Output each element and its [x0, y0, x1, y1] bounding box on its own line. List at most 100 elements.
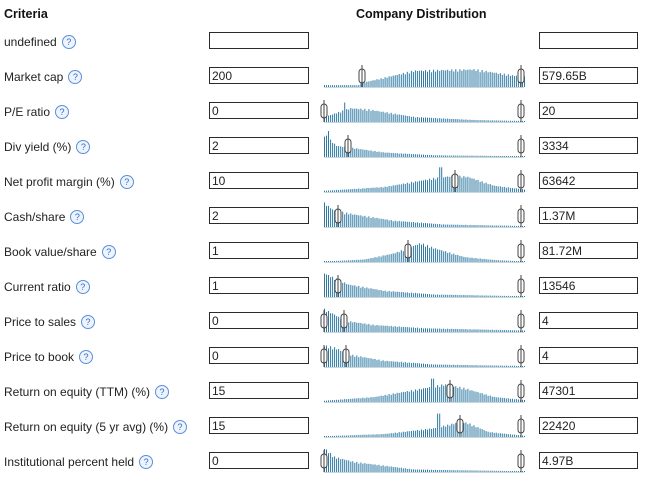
histogram-bar — [517, 365, 519, 367]
help-icon[interactable]: ? — [101, 245, 116, 259]
range-slider-handle[interactable] — [517, 450, 525, 472]
histogram-bar — [515, 156, 517, 157]
histogram-bar — [382, 111, 384, 122]
range-slider-handle[interactable] — [517, 240, 525, 262]
histogram-bar — [497, 330, 499, 332]
min-value-input[interactable] — [209, 382, 309, 399]
min-value-input[interactable] — [209, 277, 309, 294]
range-slider-handle[interactable] — [320, 345, 328, 367]
histogram-bar — [459, 155, 461, 157]
histogram-bar — [515, 75, 517, 87]
histogram-bar — [515, 399, 517, 402]
histogram-bar — [437, 385, 439, 402]
range-slider-handle[interactable] — [342, 345, 350, 367]
min-value-input[interactable] — [209, 32, 309, 49]
range-slider-handle[interactable] — [404, 240, 412, 262]
max-value-input[interactable] — [539, 207, 638, 224]
histogram-bar — [479, 225, 481, 227]
max-value-input[interactable] — [539, 102, 638, 119]
histogram-bar — [447, 155, 449, 157]
range-slider-handle[interactable] — [358, 65, 366, 87]
criteria-label: Current ratio — [4, 280, 71, 294]
range-slider-handle[interactable] — [517, 380, 525, 402]
max-value-input[interactable] — [539, 417, 638, 434]
histogram-bar — [451, 224, 453, 227]
histogram-bar — [370, 325, 372, 332]
range-slider-handle[interactable] — [451, 170, 459, 192]
min-value-input[interactable] — [209, 137, 309, 154]
min-value-input[interactable] — [209, 172, 309, 189]
range-slider-handle[interactable] — [517, 135, 525, 157]
max-value-input[interactable] — [539, 137, 638, 154]
range-slider-handle[interactable] — [517, 65, 525, 87]
histogram-bar — [433, 428, 435, 437]
histogram-bar — [493, 72, 495, 87]
histogram-bar — [332, 457, 334, 472]
range-slider-handle[interactable] — [320, 450, 328, 472]
histogram-bar — [509, 471, 511, 472]
range-slider-handle[interactable] — [517, 205, 525, 227]
histogram-bar — [412, 245, 414, 262]
help-icon[interactable]: ? — [55, 105, 70, 119]
range-slider-handle[interactable] — [517, 415, 525, 437]
range-slider-handle[interactable] — [517, 100, 525, 122]
histogram-bar — [398, 252, 400, 262]
histogram-bar — [370, 397, 372, 402]
histogram-bar — [421, 293, 422, 297]
range-slider-handle[interactable] — [517, 170, 525, 192]
histogram-bar — [439, 70, 441, 87]
help-icon[interactable]: ? — [75, 280, 90, 294]
max-value-input[interactable] — [539, 312, 638, 329]
histogram-bar — [499, 156, 501, 157]
max-value-input[interactable] — [539, 67, 638, 84]
histogram-bar — [425, 469, 426, 472]
histogram-bar — [356, 355, 358, 367]
min-value-input[interactable] — [209, 312, 309, 329]
help-icon[interactable]: ? — [79, 350, 94, 364]
max-value-input[interactable] — [539, 347, 638, 364]
range-slider-handle[interactable] — [456, 415, 464, 437]
min-value-input[interactable] — [209, 452, 309, 469]
histogram-bar — [463, 329, 465, 332]
histogram-bar — [344, 282, 346, 297]
range-slider-handle[interactable] — [340, 310, 348, 332]
range-slider-handle[interactable] — [334, 205, 342, 227]
min-value-input[interactable] — [209, 102, 309, 119]
histogram-bar — [497, 155, 499, 157]
max-value-input[interactable] — [539, 382, 638, 399]
min-value-input[interactable] — [209, 67, 309, 84]
max-value-input[interactable] — [539, 277, 638, 294]
help-icon[interactable]: ? — [70, 210, 85, 224]
range-slider-handle[interactable] — [344, 135, 352, 157]
max-value-input[interactable] — [539, 172, 638, 189]
help-icon[interactable]: ? — [61, 35, 76, 49]
distribution-histogram — [320, 100, 525, 123]
help-icon[interactable]: ? — [173, 420, 188, 434]
help-icon[interactable]: ? — [139, 455, 154, 469]
range-slider-handle[interactable] — [517, 345, 525, 367]
min-value-input[interactable] — [209, 242, 309, 259]
min-value-input[interactable] — [209, 207, 309, 224]
range-slider-handle[interactable] — [320, 100, 328, 122]
help-icon[interactable]: ? — [155, 385, 170, 399]
range-slider-handle[interactable] — [446, 380, 454, 402]
histogram-bar — [384, 394, 386, 402]
max-value-input[interactable] — [539, 452, 638, 469]
range-slider-handle[interactable] — [320, 310, 328, 332]
range-slider-handle[interactable] — [517, 310, 525, 332]
help-icon[interactable]: ? — [119, 175, 134, 189]
range-slider-handle[interactable] — [334, 275, 342, 297]
max-value-input[interactable] — [539, 32, 638, 49]
range-slider-handle[interactable] — [517, 275, 525, 297]
max-value-input[interactable] — [539, 242, 638, 259]
help-icon[interactable]: ? — [81, 315, 96, 329]
histogram-bar — [366, 463, 368, 472]
histogram-bar — [441, 364, 443, 367]
help-icon[interactable]: ? — [68, 70, 83, 84]
histogram-bar — [473, 69, 475, 87]
histogram-bar — [338, 316, 340, 332]
min-value-input[interactable] — [209, 417, 309, 434]
min-value-input[interactable] — [209, 347, 309, 364]
help-icon[interactable]: ? — [76, 140, 91, 154]
histogram-bar — [481, 259, 483, 262]
